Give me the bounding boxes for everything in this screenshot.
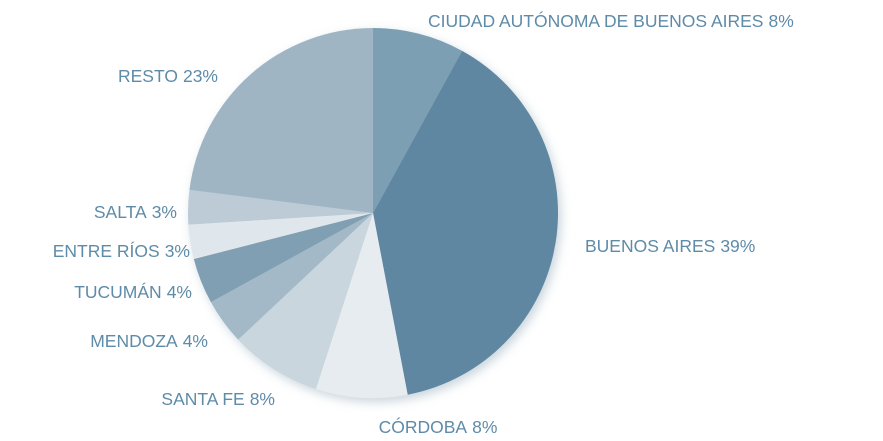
- value-label: 23%: [183, 66, 218, 86]
- value-label: 8%: [472, 417, 497, 437]
- value-label: 8%: [250, 389, 275, 409]
- pie-slice: [188, 213, 373, 260]
- category-label: SALTA: [94, 202, 147, 222]
- category-label: SANTA FE: [161, 389, 244, 409]
- pie-slice: [373, 28, 463, 213]
- category-label: TUCUMÁN: [74, 282, 162, 302]
- value-label: 3%: [165, 241, 190, 261]
- category-label: MENDOZA: [90, 331, 178, 351]
- slice-label: RESTO 23%: [118, 66, 218, 86]
- pie-slice: [238, 213, 373, 389]
- category-label: CÓRDOBA: [379, 416, 468, 437]
- value-label: 4%: [183, 331, 208, 351]
- category-label: BUENOS AIRES: [585, 236, 715, 256]
- category-label: CIUDAD AUTÓNOMA DE BUENOS AIRES: [428, 10, 763, 31]
- slice-label: TUCUMÁN 4%: [74, 282, 192, 302]
- pie-slice: [188, 189, 373, 225]
- slice-label: CÓRDOBA 8%: [379, 416, 498, 437]
- pie-slice: [315, 213, 408, 399]
- pie-slice: [373, 50, 558, 395]
- slice-label: ENTRE RÍOS 3%: [53, 241, 190, 261]
- slice-label: SALTA 3%: [94, 202, 177, 222]
- category-label: ENTRE RÍOS: [53, 241, 160, 261]
- pie: [188, 28, 558, 399]
- value-label: 3%: [152, 202, 177, 222]
- slice-label: CIUDAD AUTÓNOMA DE BUENOS AIRES 8%: [428, 10, 794, 31]
- pie-slice: [210, 213, 373, 340]
- value-label: 39%: [720, 236, 755, 256]
- pie-slice: [193, 213, 373, 303]
- slice-label: BUENOS AIRES 39%: [585, 236, 755, 256]
- slice-label: MENDOZA 4%: [90, 331, 208, 351]
- pie-slice: [189, 28, 373, 213]
- slice-label: SANTA FE 8%: [161, 389, 275, 409]
- value-label: 8%: [768, 11, 793, 31]
- category-label: RESTO: [118, 66, 178, 86]
- value-label: 4%: [167, 282, 192, 302]
